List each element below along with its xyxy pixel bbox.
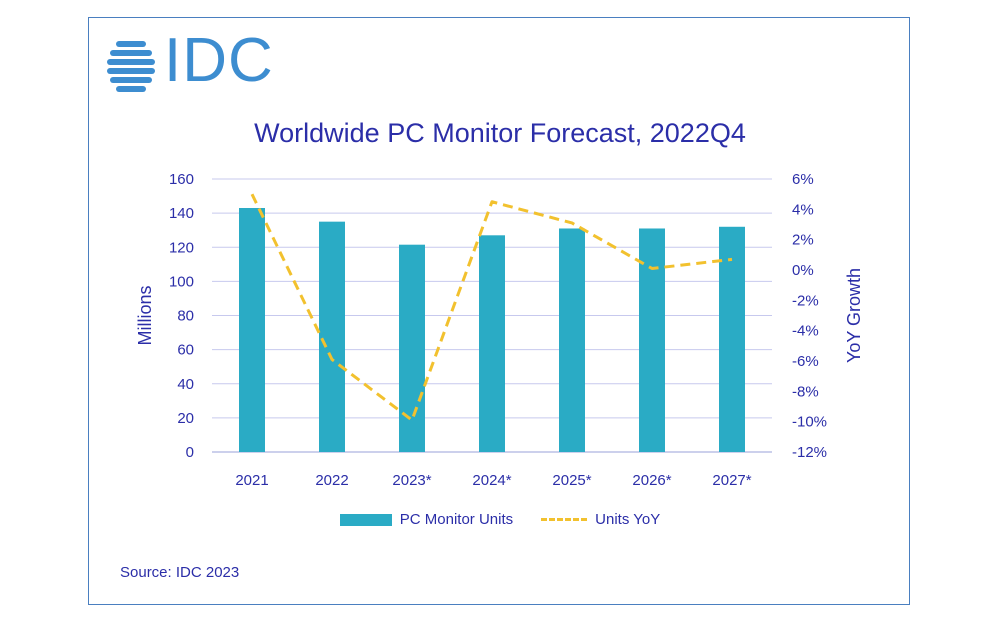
y-axis-label: Millions [135,285,155,345]
y-tick-label: 140 [169,205,194,222]
bar [319,221,345,452]
x-tick-label: 2023* [392,472,431,489]
x-tick-label: 2025* [552,472,591,489]
x-tick-label: 2027* [712,472,751,489]
y-tick-label: 160 [169,171,194,188]
bar [559,228,585,452]
y-tick-label: 60 [177,342,194,359]
y-tick-label: 40 [177,376,194,393]
legend-item-units: PC Monitor Units [339,511,514,528]
y2-tick-label: -10% [792,414,827,431]
y2-tick-label: 2% [792,232,814,249]
y-tick-label: 120 [169,239,194,256]
legend-swatch-line [541,518,588,521]
legend-swatch-bar [339,513,392,526]
x-tick-label: 2026* [632,472,671,489]
y2-tick-label: -4% [792,323,819,340]
chart-title: Worldwide PC Monitor Forecast, 2022Q4 [254,118,746,148]
bar [479,235,505,452]
bar [639,228,665,452]
bar [719,226,745,452]
brand-name: IDC [164,26,274,95]
y2-tick-label: 0% [792,262,814,279]
x-tick-label: 2024* [472,472,511,489]
y2-tick-label: 4% [792,201,814,218]
y-tick-label: 80 [177,308,194,325]
y-tick-label: 20 [177,410,194,427]
source-note: Source: IDC 2023 [120,564,240,581]
x-tick-label: 2022 [315,472,348,489]
x-tick-label: 2021 [235,472,268,489]
legend: PC Monitor Units Units YoY [0,511,1000,528]
idc-logo-icon [107,41,155,92]
legend-item-yoy: Units YoY [541,511,660,528]
y-tick-label: 0 [186,444,194,461]
y2-tick-label: -6% [792,353,819,370]
y2-tick-label: -2% [792,292,819,309]
legend-label-yoy: Units YoY [595,511,661,528]
y-tick-label: 100 [169,273,194,290]
y2-tick-label: -8% [792,383,819,400]
y2-axis-label: YoY Growth [844,268,864,363]
legend-label-units: PC Monitor Units [399,511,514,528]
y2-tick-label: -12% [792,444,827,461]
bar [399,244,425,452]
bar [239,208,265,452]
y2-tick-label: 6% [792,171,814,188]
